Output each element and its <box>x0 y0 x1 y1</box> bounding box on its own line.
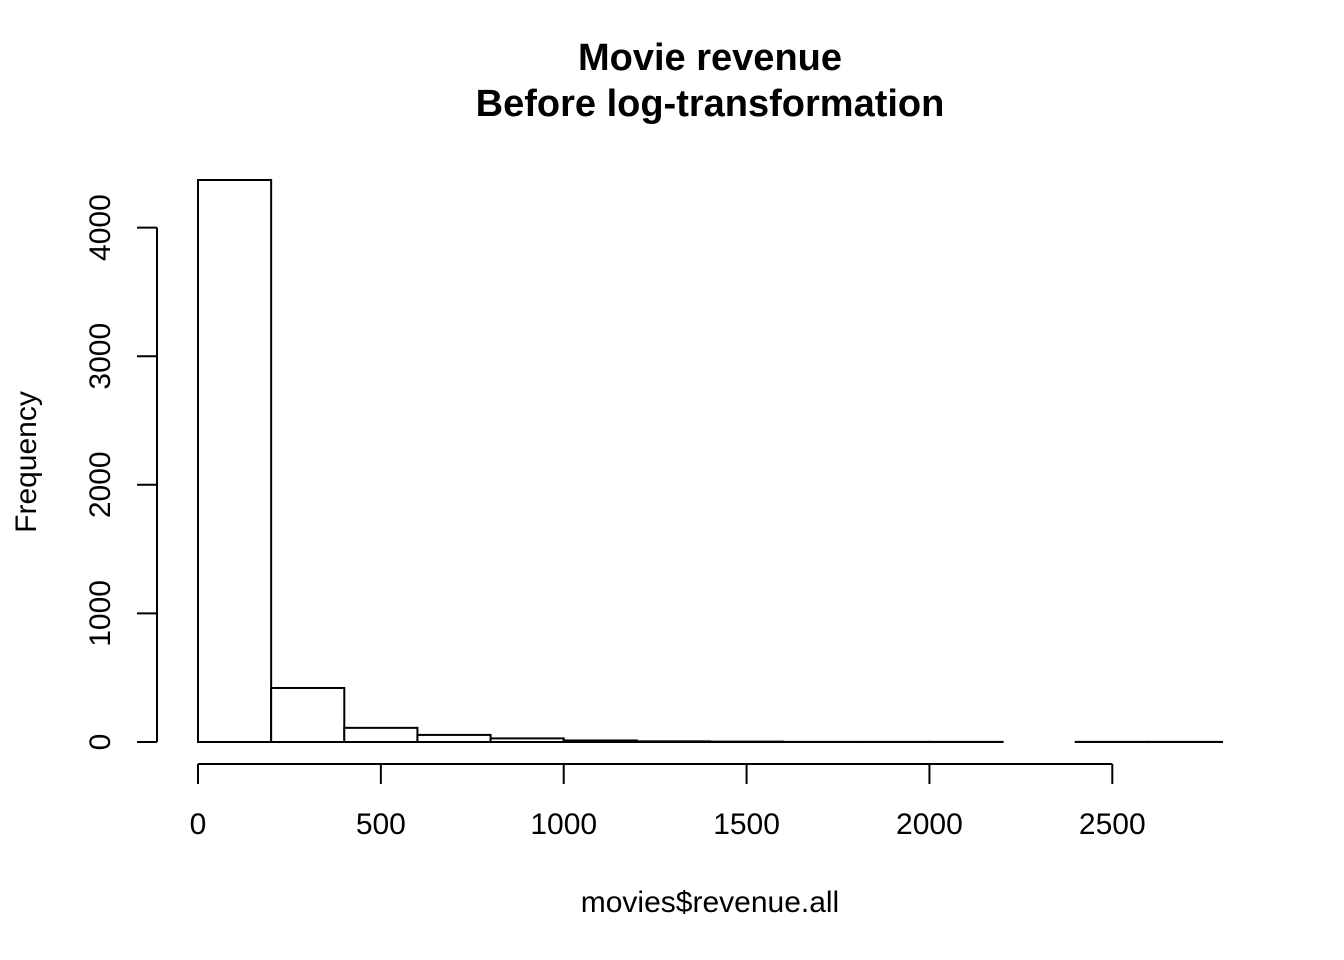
y-tick-label-0: 0 <box>84 734 117 751</box>
y-axis-label: Frequency <box>10 391 43 533</box>
x-axis: 0 500 1000 1500 2000 2500 <box>190 763 1146 841</box>
x-axis-label: movies$revenue.all <box>581 886 839 919</box>
y-tick-label-2: 2000 <box>84 451 117 518</box>
histogram-bar-1 <box>270 686 346 743</box>
histogram-bar-5 <box>562 739 638 743</box>
y-tick-label-3: 3000 <box>84 323 117 390</box>
x-tick-label-5: 2500 <box>1079 808 1146 841</box>
x-tick-label-1: 500 <box>356 808 406 841</box>
histogram-bar-4 <box>489 737 565 744</box>
y-tick-label-1: 1000 <box>84 580 117 647</box>
histogram-bar-6 <box>635 740 711 744</box>
chart-title: Movie revenue <box>578 37 842 79</box>
x-tick-label-2: 1000 <box>530 808 597 841</box>
x-tick-label-3: 1500 <box>713 808 780 841</box>
y-axis: 0 1000 2000 3000 4000 <box>84 194 158 751</box>
bars-group <box>197 179 1224 744</box>
chart-subtitle: Before log-transformation <box>476 83 945 125</box>
x-tick-label-0: 0 <box>190 808 207 841</box>
histogram-bar-2 <box>343 726 419 744</box>
x-tick-label-4: 2000 <box>896 808 963 841</box>
y-tick-label-4: 4000 <box>84 194 117 261</box>
histogram-bar-3 <box>416 733 492 743</box>
histogram-bar-0 <box>197 179 273 743</box>
